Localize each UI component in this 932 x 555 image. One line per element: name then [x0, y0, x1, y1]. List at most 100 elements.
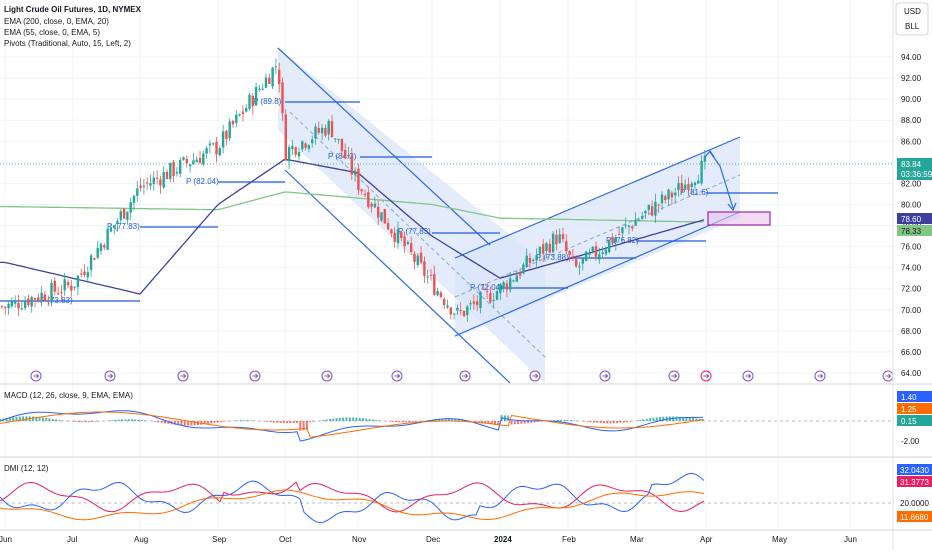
macd-histogram-bar	[293, 421, 295, 423]
candle-body	[11, 301, 13, 306]
candle-body	[34, 298, 36, 300]
candle-body	[54, 281, 56, 292]
candle-body	[351, 156, 353, 175]
candle-body	[638, 220, 640, 221]
macd-histogram-bar	[365, 419, 367, 421]
dmi-title[interactable]: DMI (12, 12)	[4, 464, 49, 473]
macd-histogram-bar	[207, 421, 209, 424]
candle-body	[549, 244, 551, 252]
candle-body	[21, 308, 23, 309]
candle-body	[304, 143, 306, 147]
candle-body	[120, 211, 122, 220]
macd-histogram-bar	[392, 421, 394, 422]
macd-histogram-bar	[689, 418, 691, 421]
macd-histogram-bar	[355, 418, 357, 421]
candle-body	[694, 183, 696, 186]
candle-body	[225, 131, 227, 139]
macd-histogram-bar	[124, 419, 126, 421]
candle-body	[397, 229, 399, 243]
event-icon[interactable]	[392, 371, 402, 381]
candle-body	[473, 302, 475, 304]
event-icon[interactable]	[460, 371, 470, 381]
candle-body	[400, 232, 402, 238]
indicator-label[interactable]: EMA (55, close, 0, EMA, 5)	[4, 28, 100, 37]
candle-body	[301, 141, 303, 149]
candle-body	[212, 143, 214, 144]
candle-body	[380, 212, 382, 221]
candle-body	[235, 115, 237, 123]
down-channel-fill[interactable]	[278, 48, 545, 383]
candle-body	[116, 221, 118, 224]
candle-body	[621, 227, 623, 233]
candle-body	[31, 297, 33, 306]
unit-label[interactable]: BLL	[905, 22, 920, 31]
candle-body	[420, 253, 422, 263]
price-tick: 80.00	[901, 200, 922, 209]
event-icon[interactable]	[701, 371, 711, 381]
event-icon[interactable]	[669, 371, 679, 381]
event-icon[interactable]	[105, 371, 115, 381]
candle-body	[70, 286, 72, 291]
macd-histogram-bar	[369, 419, 371, 421]
event-icon[interactable]	[530, 371, 540, 381]
event-icon[interactable]	[815, 371, 825, 381]
event-icon[interactable]	[883, 371, 893, 381]
candle-body	[275, 66, 277, 67]
candle-body	[27, 299, 29, 306]
event-icon[interactable]	[600, 371, 610, 381]
signal-line	[0, 412, 703, 437]
macd-histogram-bar	[111, 420, 113, 421]
candle-body	[50, 283, 52, 302]
time-tick: Jun	[0, 535, 12, 544]
macd-histogram-bar	[154, 421, 156, 422]
price-tick: 72.00	[901, 285, 922, 294]
candle-body	[295, 147, 297, 154]
candle-body	[417, 256, 419, 265]
candle-body	[423, 261, 425, 276]
macd-title[interactable]: MACD (12, 26, close, 9, EMA, EMA)	[4, 391, 133, 400]
target-box[interactable]	[708, 212, 770, 225]
macd-histogram-bar	[603, 421, 605, 423]
macd-histogram-bar	[613, 421, 615, 423]
event-icon[interactable]	[31, 371, 41, 381]
event-icon[interactable]	[178, 371, 188, 381]
pivot-label: P (82.04)	[186, 177, 219, 186]
macd-histogram-bar	[75, 421, 77, 422]
candle-body	[512, 280, 514, 281]
candle-body	[136, 188, 138, 195]
candle-body	[377, 207, 379, 218]
macd-histogram-bar	[326, 419, 328, 421]
event-icon[interactable]	[743, 371, 753, 381]
currency-label[interactable]: USD	[904, 7, 921, 16]
candle-body	[615, 237, 617, 242]
countdown-value: 03:36:59	[901, 170, 932, 179]
candle-body	[67, 282, 69, 285]
macd-histogram-bar	[91, 421, 93, 422]
indicator-label[interactable]: Pivots (Traditional, Auto, 15, Left, 2)	[4, 39, 131, 48]
candle-body	[394, 233, 396, 242]
channel-drawings[interactable]	[278, 48, 740, 383]
candle-body	[390, 229, 392, 233]
indicator-label[interactable]: EMA (200, close, 0, EMA, 20)	[4, 17, 109, 26]
macd-histogram-bar	[138, 420, 140, 421]
candle-body	[648, 205, 650, 210]
macd-histogram-bar	[181, 421, 183, 425]
candle-body	[598, 254, 600, 259]
candle-body	[344, 150, 346, 158]
candle-body	[658, 205, 660, 206]
candle-body	[526, 256, 528, 268]
macd-histogram-bar	[42, 417, 44, 421]
candle-body	[430, 275, 432, 276]
macd-histogram-bar	[336, 418, 338, 421]
candle-body	[60, 292, 62, 293]
macd-histogram-bar	[586, 421, 588, 422]
macd-histogram-bar	[375, 420, 377, 421]
event-icon[interactable]	[250, 371, 260, 381]
price-tick: 92.00	[901, 74, 922, 83]
candle-body	[100, 244, 102, 251]
candle-body	[592, 247, 594, 251]
candle-body	[466, 307, 468, 315]
event-icon[interactable]	[322, 371, 332, 381]
